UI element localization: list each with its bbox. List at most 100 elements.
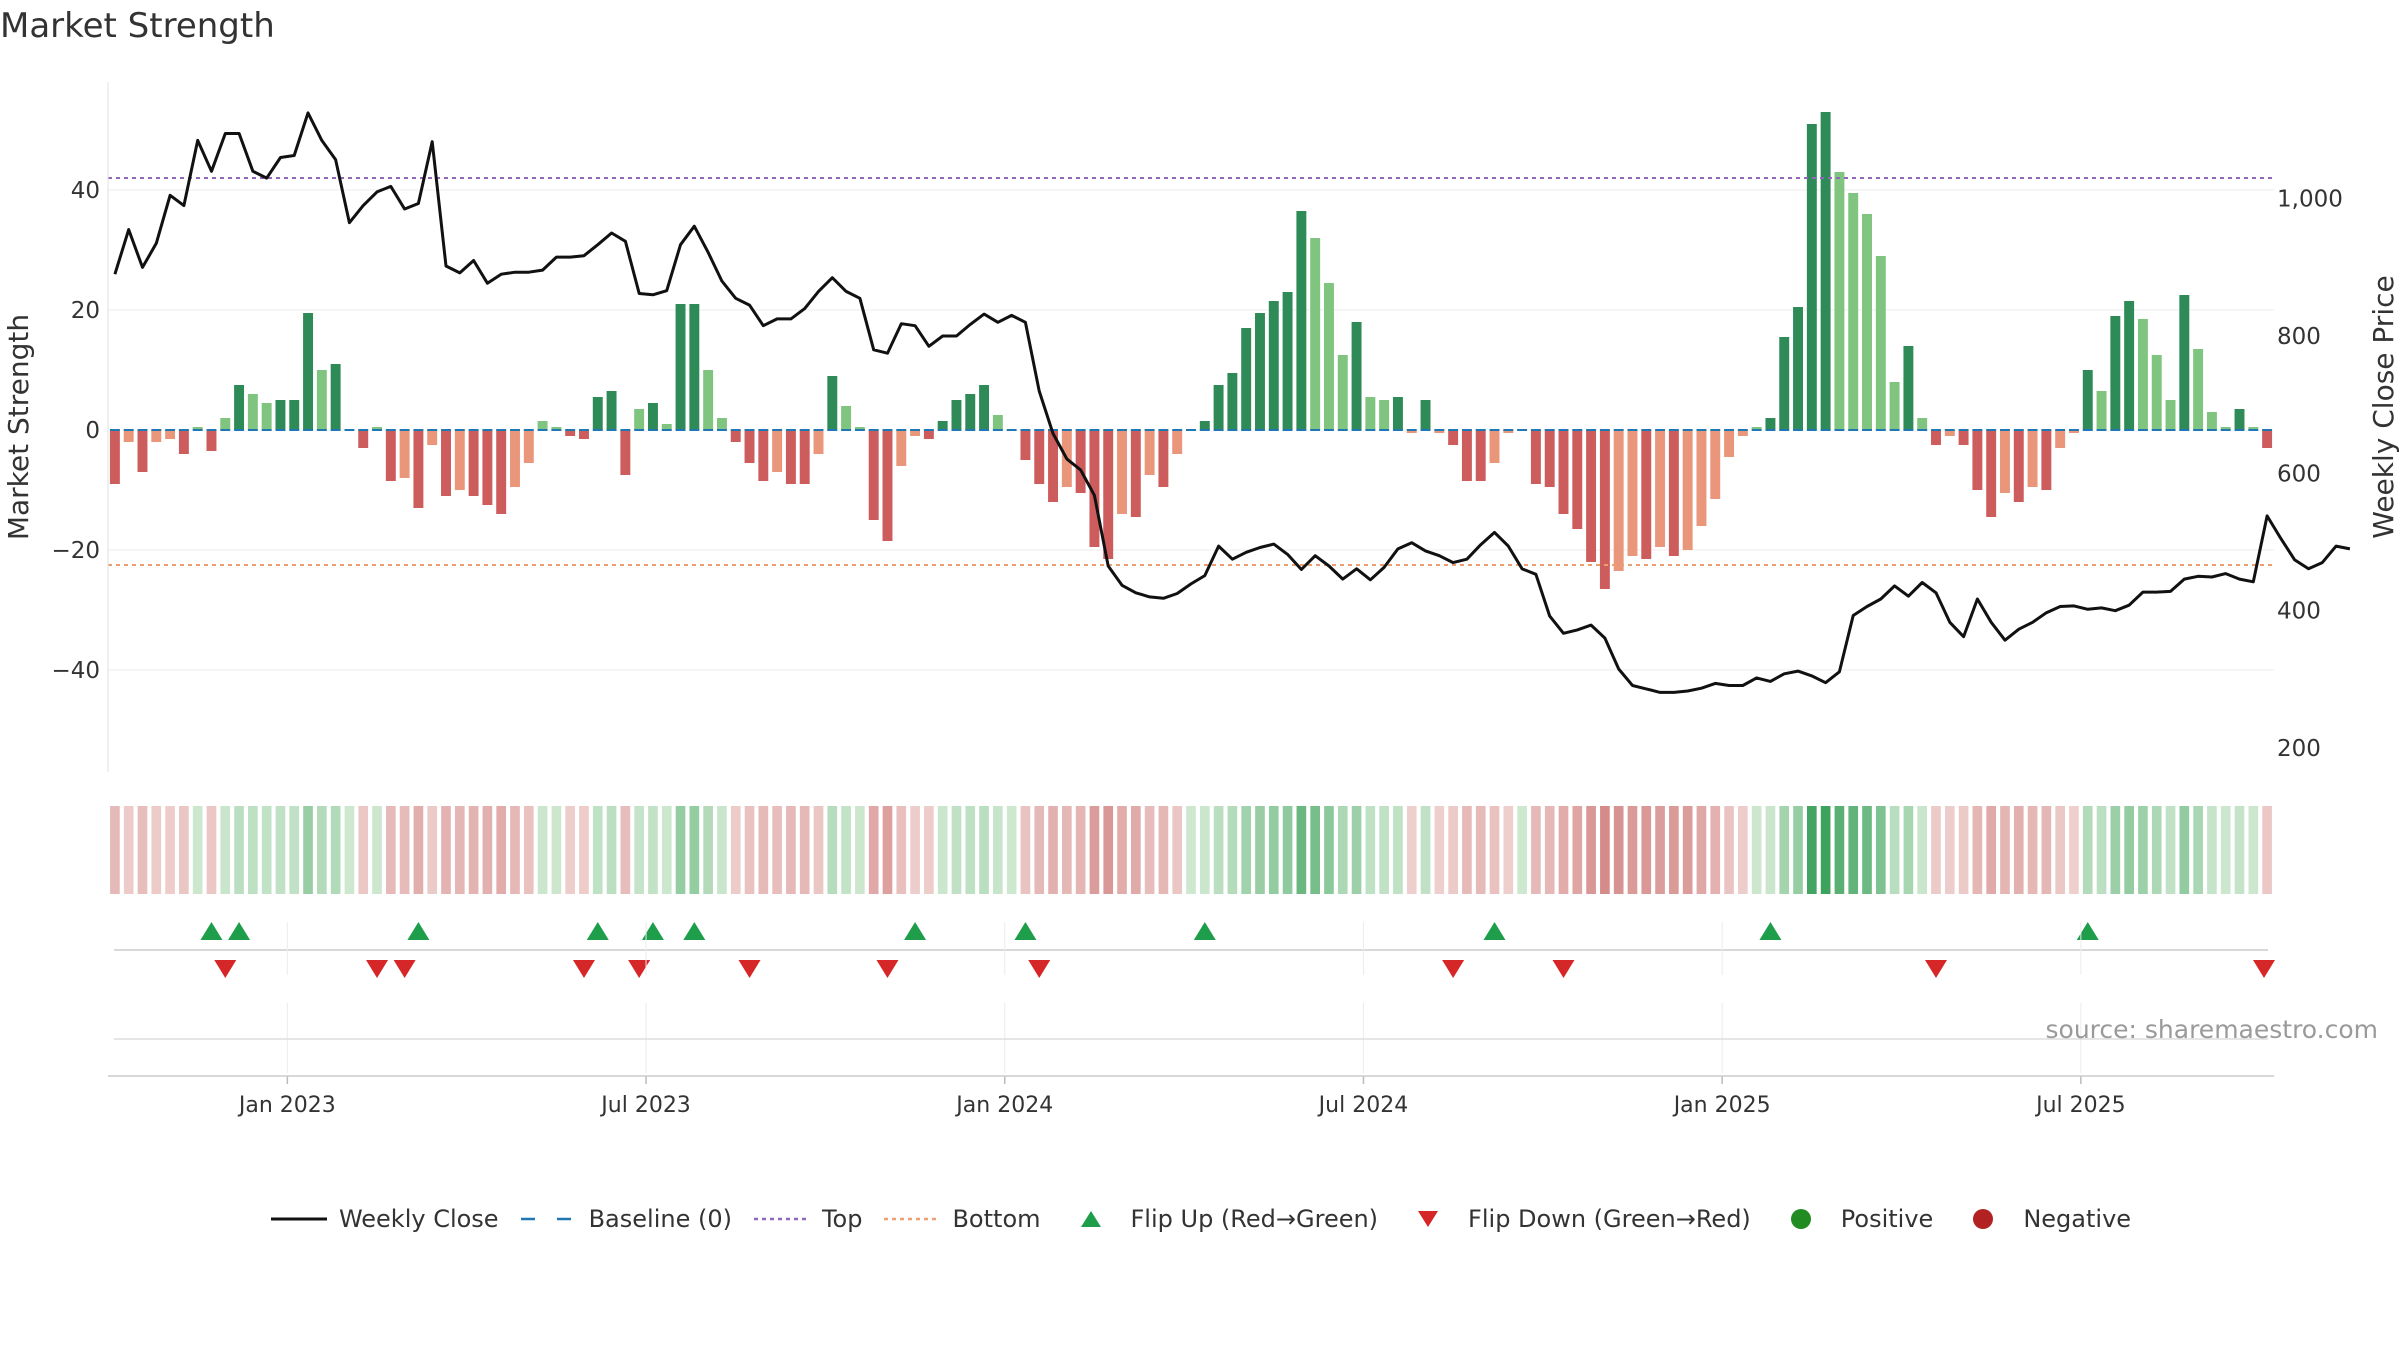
strength-bar <box>454 430 465 490</box>
x-tick-label: Jul 2024 <box>1317 1093 1409 1118</box>
heat-cell <box>1889 806 1900 894</box>
heat-cell <box>1875 806 1886 894</box>
heat-cell <box>1793 806 1803 894</box>
strength-bar <box>827 376 838 430</box>
legend-swatch-flip-up <box>1080 1211 1101 1227</box>
strength-bar <box>1310 238 1321 430</box>
strength-bar <box>1199 421 1210 430</box>
strength-bar <box>992 415 1003 430</box>
legend-item-baseline: Baseline (0) <box>519 1205 732 1233</box>
heat-cell <box>951 806 962 894</box>
flip-down-marker <box>1552 960 1575 978</box>
strength-bar <box>2179 295 2190 430</box>
heat-cell <box>758 806 769 894</box>
heat-cell <box>1282 806 1293 894</box>
heat-cell <box>2096 806 2107 894</box>
chart-title: Market Strength <box>0 6 275 46</box>
strength-bar <box>1282 292 1293 430</box>
strength-bar <box>606 391 617 430</box>
strength-bar <box>178 430 189 454</box>
flip-up-marker <box>407 922 430 940</box>
strength-bar <box>2096 391 2107 430</box>
heat-cell <box>1627 806 1638 894</box>
strength-bar <box>1779 337 1790 430</box>
heat-cell <box>772 806 782 894</box>
x-tick-label: Jan 2023 <box>237 1093 336 1118</box>
heat-cell <box>841 806 851 894</box>
y-right-tick-label: 800 <box>2277 324 2321 350</box>
heat-cell <box>703 806 713 894</box>
heat-cell <box>468 806 479 894</box>
strength-bar <box>2041 430 2052 490</box>
strength-bar <box>1724 430 1735 457</box>
heat-cell <box>1268 806 1279 894</box>
heat-cell <box>123 806 134 894</box>
legend-label: Flip Up (Red→Green) <box>1130 1205 1379 1233</box>
strength-bar <box>1613 430 1624 571</box>
weekly-close-line <box>113 111 2351 694</box>
heat-cell <box>220 806 231 894</box>
heat-cell <box>1227 806 1238 894</box>
strength-bar <box>1889 382 1900 430</box>
strength-bar <box>1931 430 1941 445</box>
heat-cell <box>1310 806 1320 894</box>
heat-cell <box>1669 806 1679 894</box>
heat-cell <box>592 806 603 894</box>
heat-cell <box>2220 806 2231 894</box>
strength-bar <box>275 400 286 430</box>
heat-cell <box>1600 806 1610 894</box>
heat-cell <box>413 806 424 894</box>
strength-bar <box>482 430 493 505</box>
strength-bar <box>261 403 272 430</box>
strength-bar <box>1751 427 1762 430</box>
heat-cell <box>179 806 189 894</box>
heat-cell <box>1834 806 1845 894</box>
heat-cell <box>1572 806 1583 894</box>
strength-bar <box>523 430 534 463</box>
strength-bar <box>979 385 990 430</box>
heat-cell <box>1393 806 1403 894</box>
strength-bar <box>1641 430 1652 559</box>
legend-item-negative: Negative <box>1953 1205 2131 1233</box>
legend-item-weekly-close: Weekly Close <box>269 1205 499 1233</box>
strength-bar <box>1530 430 1541 484</box>
heat-cell <box>1503 806 1514 894</box>
strength-bar <box>192 427 203 430</box>
strength-bar <box>1379 400 1390 430</box>
strength-bar <box>234 385 245 430</box>
heat-cell <box>2110 806 2121 894</box>
heat-cell <box>979 806 989 894</box>
heat-cell <box>1241 806 1252 894</box>
legend-label: Top <box>821 1205 863 1233</box>
strength-bar <box>2137 319 2148 430</box>
legend-swatch-negative <box>1973 1209 1994 1229</box>
heat-cell <box>1765 806 1776 894</box>
strength-bar <box>1048 430 1059 502</box>
strength-bar <box>1461 430 1472 481</box>
strength-bar <box>1034 430 1045 484</box>
heat-cell <box>137 806 148 894</box>
heat-cell <box>551 806 562 894</box>
heat-cell <box>827 806 838 894</box>
heat-cell <box>868 806 879 894</box>
legend: Weekly Close Baseline (0) Top Bottom Flip Up… <box>0 1205 2400 1233</box>
strength-bar <box>565 430 576 436</box>
flip-up-marker <box>683 922 706 940</box>
flip-up-marker <box>904 922 927 940</box>
strength-bar <box>592 397 603 430</box>
heat-cell <box>1006 806 1017 894</box>
heat-cell <box>2207 806 2217 894</box>
strength-bar <box>551 427 562 430</box>
heat-cell <box>882 806 893 894</box>
x-tick-label: Jul 2023 <box>599 1093 691 1118</box>
strength-bar <box>1227 373 1238 430</box>
strength-bar <box>1268 301 1279 430</box>
heat-cell <box>661 806 672 894</box>
heat-cell <box>730 806 741 894</box>
y-tick-label: 40 <box>71 178 100 204</box>
legend-label: Bottom <box>952 1205 1041 1233</box>
strength-bar <box>1475 430 1486 481</box>
heat-cell <box>799 806 810 894</box>
strength-bar <box>1655 430 1666 547</box>
strength-bar <box>2248 427 2259 430</box>
